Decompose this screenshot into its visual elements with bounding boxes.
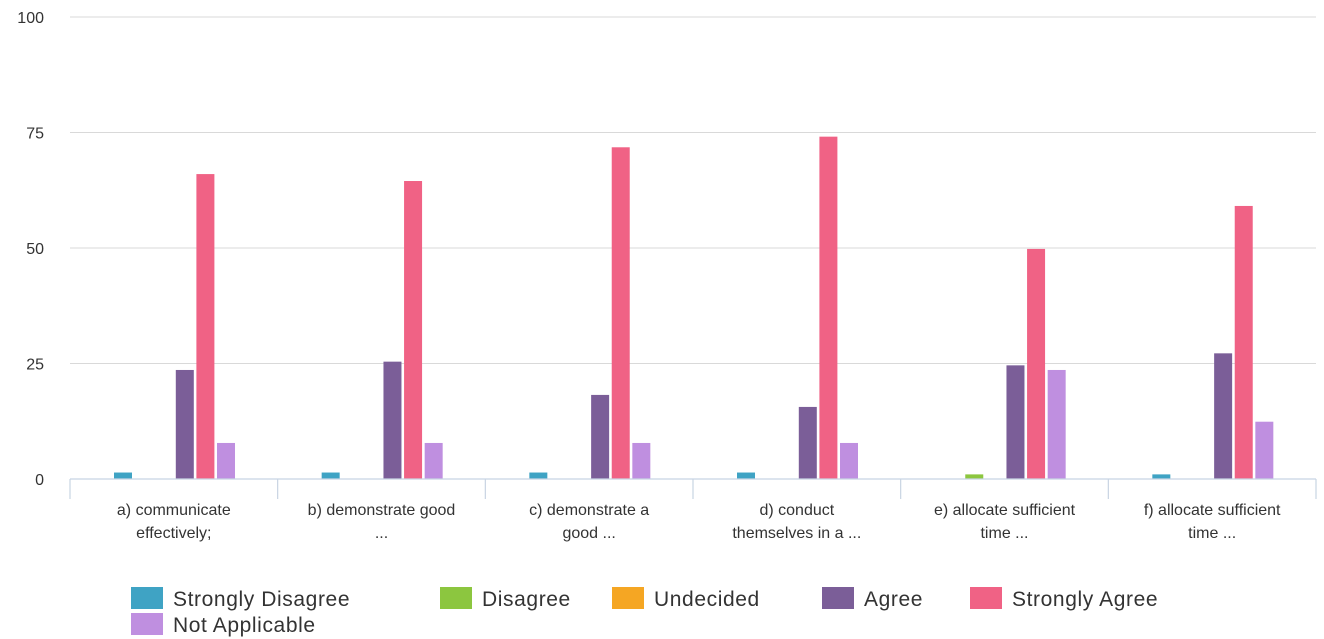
x-category-label: a) communicate — [117, 502, 231, 519]
y-tick-label: 100 — [17, 10, 44, 27]
bar-strongly-disagree — [529, 472, 548, 479]
bar-strongly-disagree — [1152, 474, 1171, 479]
x-axis-category-labels: a) communicate effectively; b) demonstrate… — [117, 502, 1281, 542]
bar-strongly-agree — [1234, 205, 1253, 479]
bars — [114, 136, 1274, 479]
bar-strongly-disagree — [737, 472, 755, 479]
x-category-label: b) demonstrate good — [308, 502, 456, 519]
bar-strongly-agree — [1027, 248, 1046, 479]
bar-strongly-disagree — [321, 472, 340, 479]
bar-strongly-agree — [404, 181, 423, 479]
y-tick-label: 25 — [26, 357, 44, 374]
bar-strongly-agree — [819, 136, 838, 479]
legend-swatch — [131, 613, 163, 635]
bar-strongly-agree — [196, 174, 215, 479]
x-category-label: c) demonstrate a — [529, 502, 649, 519]
legend: Strongly Disagree Disagree Undecided Agree S… — [131, 587, 1158, 637]
legend-item-strongly-disagree[interactable]: Strongly Disagree — [131, 587, 350, 611]
legend-label: Undecided — [654, 588, 760, 611]
bar-agree — [1006, 365, 1025, 479]
y-tick-label: 0 — [35, 472, 44, 489]
x-category-label: good ... — [562, 525, 615, 542]
bar-not-applicable — [217, 442, 235, 479]
x-category-label: d) conduct — [759, 502, 834, 519]
legend-label: Strongly Disagree — [173, 588, 350, 611]
legend-swatch — [822, 587, 854, 609]
bar-strongly-disagree — [114, 472, 132, 479]
legend-label: Not Applicable — [173, 614, 316, 637]
bar-agree — [175, 369, 194, 479]
legend-item-disagree[interactable]: Disagree — [440, 587, 571, 611]
x-axis — [69, 478, 1317, 499]
bar-agree — [383, 361, 402, 479]
bar-not-applicable — [424, 442, 443, 479]
legend-item-undecided[interactable]: Undecided — [612, 587, 760, 611]
legend-swatch — [131, 587, 163, 609]
bar-not-applicable — [1047, 369, 1066, 479]
legend-label: Strongly Agree — [1012, 588, 1158, 611]
legend-swatch — [612, 587, 644, 609]
x-category-label: themselves in a ... — [732, 525, 861, 542]
x-category-label: ... — [375, 525, 388, 542]
legend-label: Agree — [864, 588, 923, 611]
legend-item-strongly-agree[interactable]: Strongly Agree — [970, 587, 1158, 611]
bar-not-applicable — [840, 442, 858, 479]
legend-item-not-applicable[interactable]: Not Applicable — [131, 613, 316, 637]
x-category-label: time ... — [1188, 525, 1236, 542]
x-category-label: effectively; — [136, 525, 211, 542]
y-axis-tick-labels: 0 25 50 75 100 — [17, 10, 44, 489]
bar-not-applicable — [1255, 421, 1274, 479]
y-tick-label: 50 — [26, 241, 44, 258]
bar-disagree — [965, 474, 984, 479]
bar-agree — [798, 406, 817, 479]
x-category-label: time ... — [980, 525, 1028, 542]
x-category-label: f) allocate sufficient — [1144, 502, 1281, 519]
legend-swatch — [970, 587, 1002, 609]
legend-swatch — [440, 587, 472, 609]
grid-lines — [70, 16, 1316, 364]
legend-label: Disagree — [482, 588, 571, 611]
bar-agree — [1214, 353, 1233, 479]
legend-item-agree[interactable]: Agree — [822, 587, 923, 611]
bar-strongly-agree — [611, 147, 630, 479]
x-category-label: e) allocate sufficient — [934, 502, 1076, 519]
bar-not-applicable — [632, 442, 651, 479]
bar-agree — [591, 394, 610, 479]
y-tick-label: 75 — [26, 126, 44, 143]
